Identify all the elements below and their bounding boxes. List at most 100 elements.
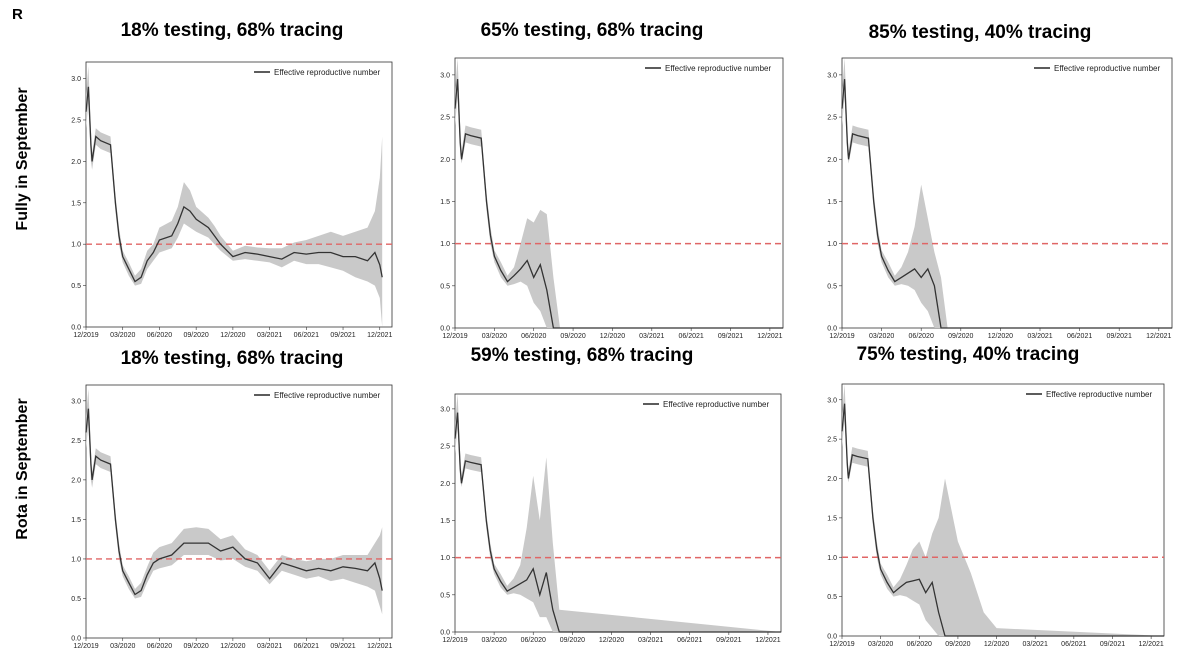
chart-title: 65% testing, 68% tracing [480, 20, 704, 41]
y-tick-label: 2.5 [71, 438, 81, 445]
x-tick-label: 12/2019 [73, 643, 98, 650]
line-chart: 0.0 0.5 1.0 1.5 2.0 2.5 3.0 12/2019 03/2020 06/20… [71, 384, 393, 650]
x-tick-label: 12/2020 [220, 643, 245, 650]
y-tick-label: 0.0 [440, 326, 450, 333]
x-tick-label: 12/2019 [829, 641, 854, 648]
line-chart: 0.0 0.5 1.0 1.5 2.0 2.5 3.0 12/2019 03/2020 06/20… [71, 61, 393, 339]
x-tick-label: 12/2020 [988, 333, 1013, 340]
y-tick-label: 1.0 [827, 555, 837, 562]
x-tick-label: 12/2019 [442, 333, 467, 340]
chart-title: 85% testing, 40% tracing [868, 22, 1092, 43]
uncertainty-band [842, 58, 1172, 328]
x-tick-label: 12/2019 [73, 332, 98, 339]
y-tick-label: 0.0 [440, 630, 450, 637]
x-tick-label: 06/2021 [1067, 333, 1092, 340]
x-tick-label: 06/2021 [679, 333, 704, 340]
y-tick-label: 1.5 [440, 518, 450, 525]
series-line [454, 412, 781, 633]
y-tick-label: 3.0 [440, 72, 450, 79]
uncertainty-band [86, 66, 383, 327]
chart-title: 18% testing, 68% tracing [120, 348, 344, 369]
x-tick-label: 03/2020 [868, 641, 893, 648]
row-label-fully: Fully in September [14, 87, 31, 231]
y-tick-label: 0.5 [71, 596, 81, 603]
y-tick-label: 1.0 [827, 241, 837, 248]
y-tick-label: 3.0 [440, 406, 450, 413]
x-tick-label: 09/2020 [184, 332, 209, 339]
x-tick-label: 03/2020 [110, 643, 135, 650]
x-tick-label: 06/2020 [147, 643, 172, 650]
line-chart: 0.0 0.5 1.0 1.5 2.0 2.5 3.0 12/2019 03/2020 06/20… [827, 383, 1165, 648]
series-line [841, 403, 1164, 637]
x-tick-label: 03/2021 [638, 637, 663, 644]
y-tick-label: 3.0 [827, 72, 837, 79]
x-tick-label: 03/2020 [481, 637, 506, 644]
x-tick-label: 06/2020 [909, 333, 934, 340]
x-tick-label: 09/2020 [948, 333, 973, 340]
y-tick-label: 1.0 [440, 555, 450, 562]
x-tick-label: 12/2019 [442, 637, 467, 644]
uncertainty-band [842, 384, 1164, 636]
x-tick-label: 03/2021 [1023, 641, 1048, 648]
y-tick-label: 2.5 [440, 115, 450, 122]
x-tick-label: 03/2021 [257, 332, 282, 339]
x-tick-label: 12/2020 [600, 333, 625, 340]
x-tick-label: 03/2021 [257, 643, 282, 650]
x-tick-label: 09/2020 [560, 333, 585, 340]
y-tick-label: 0.0 [71, 325, 81, 332]
y-tick-label: 1.5 [827, 515, 837, 522]
y-tick-label: 1.0 [440, 241, 450, 248]
line-chart: 0.0 0.5 1.0 1.5 2.0 2.5 3.0 12/2019 03/2020 06/20… [827, 57, 1173, 340]
y-tick-label: 0.5 [440, 592, 450, 599]
x-tick-label: 09/2020 [945, 641, 970, 648]
x-tick-label: 03/2020 [482, 333, 507, 340]
y-tick-label: 1.5 [71, 200, 81, 207]
y-tick-label: 2.0 [71, 159, 81, 166]
y-tick-label: 0.5 [71, 283, 81, 290]
line-chart: 0.0 0.5 1.0 1.5 2.0 2.5 3.0 12/2019 03/2020 06/20… [440, 393, 782, 644]
y-tick-label: 2.0 [827, 476, 837, 483]
series-line [454, 79, 783, 329]
y-tick-label: 2.5 [827, 115, 837, 122]
y-tick-label: 3.0 [71, 76, 81, 83]
uncertainty-band [455, 58, 783, 328]
series-line [85, 86, 383, 283]
x-tick-label: 09/2021 [1107, 333, 1132, 340]
y-tick-label: 1.0 [71, 242, 81, 249]
legend-label: Effective reproductive number [274, 391, 380, 400]
y-tick-label: 3.0 [827, 397, 837, 404]
x-tick-label: 06/2021 [677, 637, 702, 644]
plot-frame [841, 57, 1173, 329]
plot-frame [85, 61, 393, 328]
plot-frame [454, 57, 784, 329]
x-tick-label: 09/2021 [1100, 641, 1125, 648]
x-tick-label: 12/2021 [1146, 333, 1171, 340]
chart-title: 18% testing, 68% tracing [120, 20, 344, 41]
x-tick-label: 06/2021 [294, 332, 319, 339]
x-tick-label: 06/2021 [1061, 641, 1086, 648]
y-tick-label: 0.5 [440, 283, 450, 290]
uncertainty-band [455, 394, 781, 632]
x-tick-label: 06/2020 [521, 333, 546, 340]
legend-label: Effective reproductive number [1046, 390, 1152, 399]
x-tick-label: 12/2019 [829, 333, 854, 340]
x-tick-label: 03/2020 [110, 332, 135, 339]
plot-frame [454, 393, 782, 633]
row-label-rota: Rota in September [14, 398, 31, 540]
chart-title: 59% testing, 68% tracing [470, 345, 694, 366]
y-tick-label: 1.5 [827, 199, 837, 206]
x-tick-label: 09/2021 [716, 637, 741, 644]
x-tick-label: 03/2021 [1027, 333, 1052, 340]
plot-frame [841, 383, 1165, 637]
y-tick-label: 0.0 [827, 634, 837, 641]
y-tick-label: 1.5 [71, 517, 81, 524]
x-tick-label: 09/2020 [184, 643, 209, 650]
y-tick-label: 2.0 [827, 157, 837, 164]
series-line [85, 408, 383, 596]
x-tick-label: 06/2020 [147, 332, 172, 339]
x-tick-label: 09/2021 [330, 332, 355, 339]
y-tick-label: 3.0 [71, 398, 81, 405]
y-tick-label: 1.5 [440, 199, 450, 206]
x-tick-label: 06/2020 [521, 637, 546, 644]
legend-label: Effective reproductive number [274, 68, 380, 77]
